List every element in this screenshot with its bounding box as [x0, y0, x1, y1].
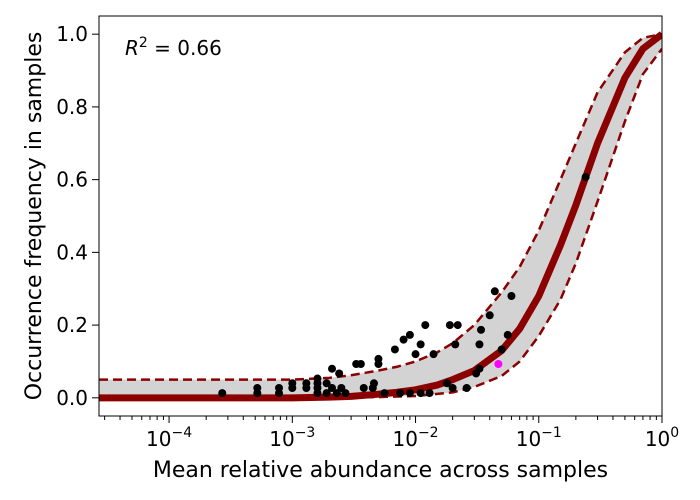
y-tick-label: 0.0 — [56, 386, 88, 410]
r-squared-value: = 0.66 — [148, 36, 222, 60]
data-point — [497, 345, 506, 354]
data-point — [462, 384, 471, 392]
x-tick-label: 100 — [645, 425, 679, 451]
data-point — [453, 321, 462, 330]
data-point — [359, 384, 368, 392]
data-point — [390, 345, 399, 354]
data-point — [396, 389, 405, 398]
data-point — [313, 374, 322, 383]
data-point — [356, 360, 365, 368]
data-point — [425, 389, 434, 398]
y-tick-label: 0.4 — [56, 240, 88, 264]
y-tick-label: 0.2 — [56, 313, 88, 337]
data-point — [335, 369, 344, 378]
x-tick-base: 10 — [645, 427, 670, 451]
data-point — [341, 389, 350, 398]
x-tick-label: 10−2 — [392, 425, 438, 451]
data-point — [328, 384, 337, 392]
data-point — [405, 330, 414, 339]
x-tick-base: 10 — [516, 427, 541, 451]
data-point — [475, 340, 484, 349]
data-point — [416, 340, 425, 349]
x-tick-exponent: 0 — [670, 425, 679, 441]
r-squared-annotation: R2 = 0.66 — [125, 35, 222, 60]
plot-frame — [98, 15, 663, 417]
data-point — [451, 340, 460, 349]
data-point — [218, 389, 227, 398]
x-tick-exponent: −3 — [295, 425, 316, 441]
data-point — [275, 384, 284, 392]
x-tick-exponent: −4 — [171, 425, 192, 441]
data-point — [485, 311, 494, 320]
y-axis: 0.0 0.2 0.4 0.6 0.8 1.0 — [56, 22, 99, 410]
y-tick-label: 1.0 — [56, 22, 88, 46]
data-point — [442, 379, 451, 388]
y-axis-title: Occurrence frequency in samples — [22, 32, 47, 401]
data-point — [374, 354, 383, 363]
data-point — [369, 379, 378, 388]
data-point — [322, 389, 331, 398]
lower-bound-line — [99, 47, 662, 400]
data-point — [503, 330, 512, 339]
x-tick-label: 10−4 — [146, 425, 192, 451]
data-point — [448, 384, 457, 392]
highlight-point — [494, 360, 503, 368]
x-tick-base: 10 — [269, 427, 294, 451]
x-tick-base: 10 — [392, 427, 417, 451]
data-point — [445, 321, 454, 330]
data-point — [405, 389, 414, 398]
data-point — [507, 292, 516, 300]
x-tick-label: 10−1 — [516, 425, 562, 451]
data-point — [399, 335, 408, 344]
x-tick-label: 10−3 — [269, 425, 315, 451]
data-point — [288, 379, 297, 388]
x-tick-exponent: −2 — [418, 425, 439, 441]
plot-content — [99, 31, 662, 402]
data-point — [253, 384, 262, 392]
x-axis: 10−4 10−3 10−2 10−1 100 — [104, 416, 679, 451]
data-point — [380, 389, 389, 398]
r-squared-superscript: 2 — [139, 35, 148, 51]
confidence-band — [99, 34, 662, 398]
data-point — [581, 173, 590, 182]
data-point — [490, 287, 499, 296]
r-squared-symbol: R — [125, 36, 139, 60]
x-axis-title: Mean relative abundance across samples — [153, 458, 608, 483]
data-point — [475, 364, 484, 373]
data-point — [328, 364, 337, 373]
y-tick-label: 0.8 — [56, 95, 88, 119]
x-tick-base: 10 — [146, 427, 171, 451]
plot-area — [99, 31, 662, 402]
data-point — [477, 325, 486, 334]
y-tick-label: 0.6 — [56, 168, 88, 192]
upper-bound-line — [99, 32, 662, 381]
data-point — [416, 389, 425, 398]
x-tick-exponent: −1 — [541, 425, 562, 441]
data-point — [421, 321, 430, 330]
data-point — [302, 379, 311, 388]
data-point — [322, 379, 331, 388]
data-point — [411, 350, 420, 359]
data-point — [429, 350, 438, 359]
